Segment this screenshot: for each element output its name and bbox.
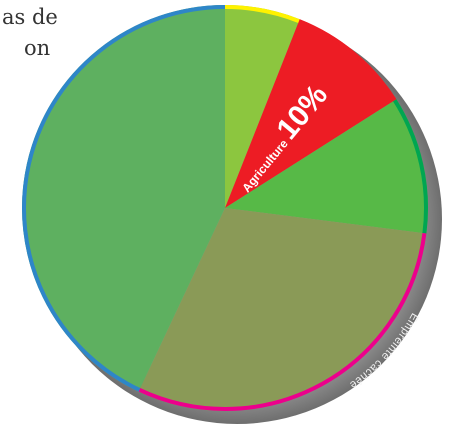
slice-rim [393,99,428,234]
pie-slice [225,99,428,234]
slice-rim [224,5,300,23]
intro-text: on [24,36,50,60]
pie-slice [225,5,300,208]
pie-slice [225,19,397,209]
slice-rim [22,5,226,392]
slice-rim [298,19,397,102]
slice-rim [138,232,427,411]
intro-text: as de [2,5,58,29]
pie-slice [21,5,226,392]
